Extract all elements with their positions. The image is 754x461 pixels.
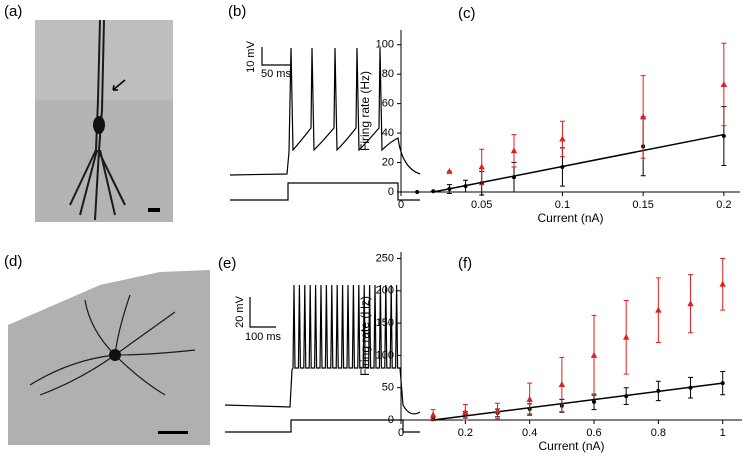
marker: [510, 147, 518, 154]
marker: [590, 351, 598, 358]
y-tick-label: 50: [382, 382, 394, 394]
x-tick-label: 0.05: [471, 199, 492, 211]
marker: [429, 411, 437, 418]
y-tick-label: 80: [382, 68, 394, 80]
marker: [560, 164, 565, 169]
x-axis-label: Current (nA): [537, 211, 603, 225]
marker: [463, 184, 468, 189]
y-tick-label: 250: [376, 252, 394, 264]
marker: [447, 187, 452, 192]
marker: [494, 407, 501, 414]
scale-label: 100 ms: [245, 331, 282, 343]
fit-line: [433, 133, 725, 193]
marker: [720, 80, 728, 87]
micrograph: [8, 270, 210, 445]
panel-label: (f): [458, 255, 472, 272]
marker: [478, 163, 485, 170]
x-axis-label: Current (nA): [538, 439, 604, 453]
marker: [431, 189, 436, 194]
y-tick-label: 200: [376, 285, 394, 297]
y-tick-label: 0: [388, 186, 394, 198]
marker: [446, 167, 453, 174]
panel-label: (e): [218, 255, 236, 272]
scale-label: 10 mV: [245, 40, 257, 72]
marker: [559, 135, 566, 142]
marker: [639, 113, 647, 120]
scale-label: 20 mV: [234, 295, 246, 327]
y-tick-label: 100: [376, 349, 394, 361]
y-tick-label: 0: [388, 414, 394, 426]
marker: [719, 280, 726, 287]
panel-label: (b): [228, 3, 246, 20]
y-tick-label: 40: [382, 127, 394, 139]
marker: [558, 380, 566, 387]
marker: [720, 381, 725, 386]
scale-label: 50 ms: [261, 68, 291, 80]
x-tick-label: 1: [720, 427, 726, 439]
x-tick-label: 0.6: [586, 427, 601, 439]
x-tick-label: 0: [398, 199, 404, 211]
x-tick-label: 0.4: [522, 427, 537, 439]
x-tick-label: 0.8: [651, 427, 666, 439]
fit-line: [433, 382, 723, 421]
x-tick-label: 0.2: [716, 199, 731, 211]
marker: [415, 190, 420, 194]
marker: [655, 306, 662, 313]
marker: [622, 333, 630, 340]
marker: [624, 394, 629, 399]
y-tick-label: 100: [376, 39, 394, 51]
marker: [592, 399, 597, 404]
marker: [687, 300, 694, 307]
panel-label: (c): [458, 5, 476, 22]
x-tick-label: 0.1: [555, 199, 570, 211]
marker: [512, 175, 516, 180]
trace: [224, 284, 421, 433]
panel-label: (a): [4, 3, 22, 20]
y-tick-label: 150: [376, 317, 394, 329]
trace: [229, 47, 421, 201]
x-tick-label: 0.15: [632, 199, 653, 211]
y-tick-label: 20: [382, 156, 394, 168]
marker: [721, 134, 726, 139]
x-tick-label: 0: [398, 427, 404, 439]
micrograph: [35, 19, 173, 222]
x-tick-label: 0.2: [458, 427, 473, 439]
panel-label: (d): [4, 253, 22, 270]
marker: [462, 408, 469, 415]
marker: [688, 385, 693, 390]
marker: [656, 388, 661, 393]
y-tick-label: 60: [382, 98, 394, 110]
marker: [526, 395, 533, 402]
y-axis-label: Firing rate (Hz): [358, 296, 372, 376]
y-axis-label: Firing rate (Hz): [358, 71, 372, 151]
